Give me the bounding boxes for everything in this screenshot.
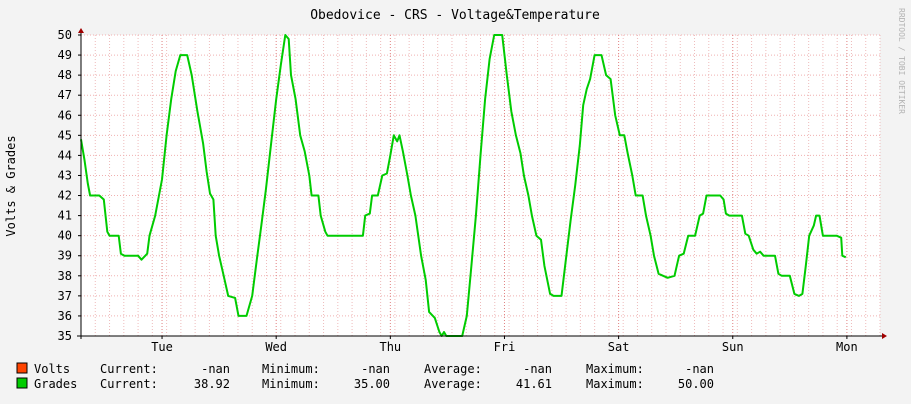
y-tick-label: 42	[58, 189, 72, 203]
x-tick-label: Wed	[265, 340, 287, 354]
legend: Volts Current: -nan Minimum: -nan Average: -na…	[16, 362, 714, 391]
legend-stat-value: -nan	[361, 362, 390, 376]
series-line-grades	[80, 34, 847, 337]
legend-stat-value: 50.00	[678, 377, 714, 391]
chart-title: Obedovice - CRS - Voltage&Temperature	[310, 8, 600, 23]
y-axis-label: Volts & Grades	[4, 135, 18, 236]
y-tick-label: 40	[58, 229, 72, 243]
legend-stat-label: Current:	[100, 362, 158, 376]
legend-series-name: Grades	[34, 377, 77, 391]
x-tick-labels: Tue Wed Thu Fri Sat Sun Mon	[151, 340, 858, 354]
y-tick-label: 45	[58, 128, 72, 142]
legend-stat-label: Minimum:	[262, 377, 320, 391]
legend-stat-label: Average:	[424, 362, 482, 376]
y-tick-labels: 35 36 37 38 39 40 41 42 43 44 45 46 47 48 49 50	[58, 28, 72, 343]
x-tick-label: Sun	[722, 340, 744, 354]
legend-stat-value: -nan	[685, 362, 714, 376]
axes	[77, 28, 887, 339]
watermark: RRDTOOL / TOBI OETIKER	[897, 8, 906, 114]
legend-stat-label: Minimum:	[262, 362, 320, 376]
series-layer	[80, 34, 847, 337]
y-tick-label: 37	[58, 289, 72, 303]
x-tick-label: Fri	[494, 340, 516, 354]
y-tick-label: 44	[58, 148, 72, 162]
legend-stat-label: Current:	[100, 377, 158, 391]
y-tick-label: 50	[58, 28, 72, 42]
y-tick-label: 43	[58, 168, 72, 182]
legend-swatch	[16, 362, 28, 374]
y-tick-label: 36	[58, 309, 72, 323]
legend-stat-label: Maximum:	[586, 377, 644, 391]
legend-swatch	[16, 377, 28, 389]
y-tick-label: 35	[58, 329, 72, 343]
x-tick-label: Sat	[608, 340, 630, 354]
x-tick-label: Mon	[836, 340, 858, 354]
legend-stat-value: -nan	[523, 362, 552, 376]
y-tick-label: 46	[58, 108, 72, 122]
y-tick-label: 38	[58, 269, 72, 283]
y-tick-label: 47	[58, 88, 72, 102]
legend-stat-value: 38.92	[194, 377, 230, 391]
legend-stat-label: Average:	[424, 377, 482, 391]
y-tick-label: 48	[58, 68, 72, 82]
legend-stat-value: 35.00	[354, 377, 390, 391]
y-tick-label: 41	[58, 209, 72, 223]
legend-stat-value: -nan	[201, 362, 230, 376]
x-axis-arrow	[882, 333, 887, 339]
legend-stat-value: 41.61	[516, 377, 552, 391]
x-tick-label: Tue	[151, 340, 173, 354]
legend-series-name: Volts	[34, 362, 70, 376]
x-tick-label: Thu	[379, 340, 401, 354]
y-axis-arrow	[78, 28, 84, 33]
y-tick-label: 49	[58, 48, 72, 62]
legend-stat-label: Maximum:	[586, 362, 644, 376]
y-tick-label: 39	[58, 249, 72, 263]
